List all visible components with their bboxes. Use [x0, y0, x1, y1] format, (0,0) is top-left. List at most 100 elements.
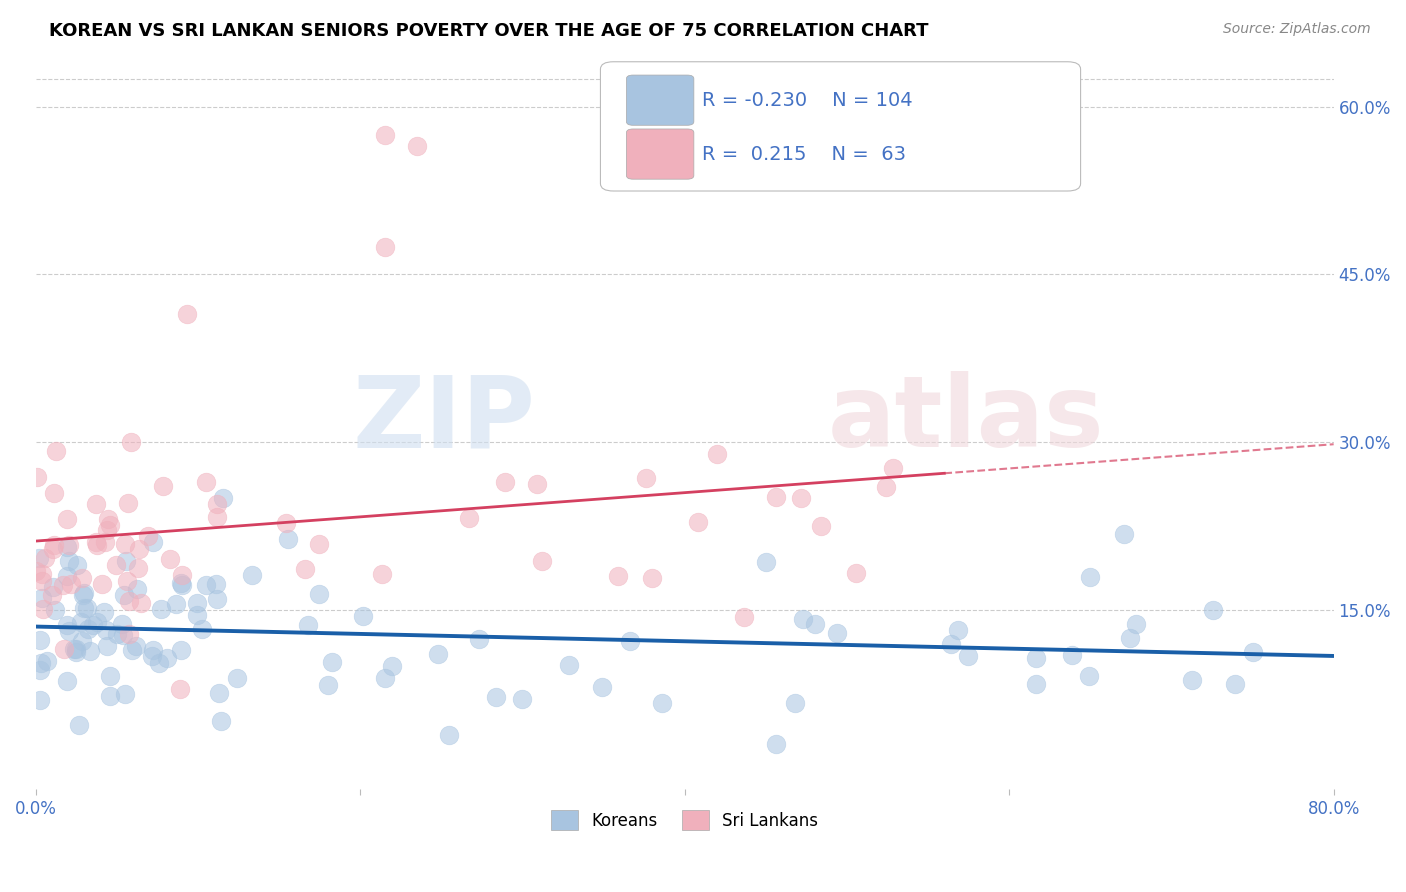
- Point: [114, 687, 136, 701]
- Point: [58, 538, 80, 552]
- Point: [792, 612, 814, 626]
- Point: [152, 479, 174, 493]
- Point: [37, 654, 59, 668]
- Point: [510, 691, 533, 706]
- Point: [114, 554, 136, 568]
- Point: [634, 471, 657, 485]
- Text: Source: ZipAtlas.com: Source: ZipAtlas.com: [1223, 22, 1371, 37]
- Point: [70, 633, 93, 648]
- Point: [733, 610, 755, 624]
- Point: [209, 714, 232, 728]
- Point: [688, 516, 710, 530]
- Point: [60, 577, 83, 591]
- Point: [159, 552, 181, 566]
- Point: [41, 588, 63, 602]
- Point: [28, 663, 51, 677]
- Point: [28, 632, 51, 647]
- Point: [1060, 648, 1083, 662]
- Point: [558, 658, 581, 673]
- Point: [114, 536, 136, 550]
- Point: [110, 617, 132, 632]
- Point: [32, 602, 55, 616]
- Point: [706, 446, 728, 460]
- Point: [70, 615, 93, 630]
- Point: [93, 605, 115, 619]
- Point: [1025, 677, 1047, 691]
- Point: [619, 634, 641, 648]
- Point: [1025, 651, 1047, 665]
- Point: [765, 738, 787, 752]
- Point: [93, 534, 115, 549]
- Point: [208, 686, 231, 700]
- Point: [374, 671, 396, 685]
- Point: [790, 491, 813, 505]
- Point: [91, 576, 114, 591]
- Point: [77, 622, 100, 636]
- Point: [457, 510, 479, 524]
- Point: [640, 571, 662, 585]
- Point: [56, 540, 79, 554]
- Point: [875, 480, 897, 494]
- Point: [240, 567, 263, 582]
- Point: [129, 596, 152, 610]
- FancyBboxPatch shape: [627, 75, 695, 125]
- Point: [371, 567, 394, 582]
- Point: [142, 535, 165, 549]
- Point: [125, 639, 148, 653]
- Text: atlas: atlas: [828, 371, 1104, 468]
- Point: [45, 443, 67, 458]
- Point: [28, 692, 51, 706]
- Point: [121, 643, 143, 657]
- Point: [62, 641, 84, 656]
- Point: [105, 626, 128, 640]
- Point: [810, 518, 832, 533]
- Point: [149, 602, 172, 616]
- Point: [468, 632, 491, 647]
- Point: [1078, 570, 1101, 584]
- Point: [1181, 673, 1204, 688]
- Point: [321, 655, 343, 669]
- Point: [86, 538, 108, 552]
- Point: [98, 669, 121, 683]
- Point: [79, 644, 101, 658]
- Legend: Koreans, Sri Lankans: Koreans, Sri Lankans: [544, 804, 825, 837]
- Point: [58, 554, 80, 568]
- Point: [98, 518, 121, 533]
- Point: [591, 680, 613, 694]
- Point: [169, 576, 191, 591]
- Point: [170, 643, 193, 657]
- Point: [294, 561, 316, 575]
- Point: [76, 601, 98, 615]
- Point: [56, 674, 79, 689]
- Point: [606, 569, 628, 583]
- Point: [25, 564, 48, 578]
- Point: [25, 469, 48, 483]
- Point: [374, 128, 396, 142]
- Point: [56, 568, 79, 582]
- Point: [41, 541, 63, 556]
- Point: [406, 138, 429, 153]
- Point: [97, 512, 120, 526]
- Point: [73, 586, 96, 600]
- Point: [94, 624, 117, 638]
- Point: [1119, 631, 1142, 645]
- Point: [96, 639, 118, 653]
- Point: [172, 568, 194, 582]
- Point: [136, 529, 159, 543]
- Text: R =  0.215    N =  63: R = 0.215 N = 63: [702, 145, 905, 163]
- Point: [827, 626, 849, 640]
- FancyBboxPatch shape: [627, 129, 695, 179]
- Point: [128, 542, 150, 557]
- Point: [86, 615, 108, 629]
- Point: [530, 554, 553, 568]
- Point: [117, 496, 139, 510]
- Point: [65, 642, 87, 657]
- Point: [308, 587, 330, 601]
- Point: [277, 533, 299, 547]
- Point: [191, 622, 214, 636]
- Point: [96, 524, 118, 538]
- Point: [44, 602, 66, 616]
- Point: [112, 588, 135, 602]
- Point: [73, 601, 96, 615]
- Point: [882, 461, 904, 475]
